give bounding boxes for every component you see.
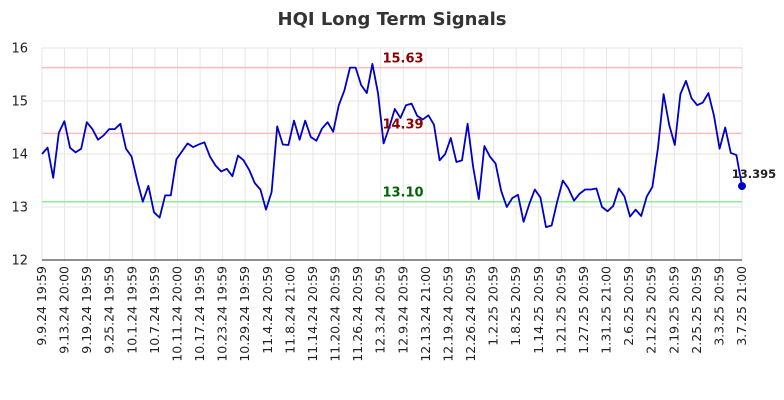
y-tick-label: 13 (11, 201, 28, 216)
x-tick-label: 10.1.24 19:59 (124, 266, 139, 354)
reference-line-label: 13.10 (382, 186, 423, 201)
price-series-line (41, 63, 743, 229)
reference-line-label: 14.39 (382, 117, 423, 132)
reference-line-label: 15.63 (382, 52, 423, 67)
x-tick-label: 11.14.24 20:59 (305, 266, 320, 362)
x-tick-label: 9.13.24 20:00 (57, 266, 72, 354)
x-tick-label: 2.12.25 20:59 (644, 266, 659, 354)
y-tick-label: 16 (11, 42, 28, 57)
x-tick-label: 2.19.25 20:59 (666, 266, 681, 354)
label-layer: 15.63 14.39 13.10 13.395 (382, 52, 776, 201)
x-tick-label: 3.3.25 20:59 (711, 266, 726, 346)
y-tick-label: 14 (11, 148, 28, 163)
x-tick-label: 11.4.24 20:59 (260, 266, 275, 354)
series-layer (41, 63, 746, 229)
x-tick-label: 2.6.25 20:59 (621, 266, 636, 346)
axes: 12 13 14 15 16 9.9.24 19:59 9.13.24 20:00 9.19.… (11, 42, 749, 362)
y-tick-label: 15 (11, 95, 28, 110)
x-tick-label: 1.27.25 20:59 (576, 266, 591, 354)
x-tick-label: 1.31.25 21:00 (599, 266, 614, 354)
chart-title: HQI Long Term Signals (278, 9, 507, 30)
last-point-marker (738, 182, 746, 191)
x-tick-label: 11.26.24 20:59 (350, 266, 365, 362)
x-tick-label: 12.13.24 21:00 (418, 266, 433, 362)
x-tick-label: 12.9.24 20:59 (395, 266, 410, 354)
last-value-label: 13.395 (732, 167, 776, 181)
reference-lines (42, 66, 742, 203)
x-tick-label: 10.23.24 19:59 (215, 266, 230, 362)
x-tick-label: 1.21.25 20:59 (553, 266, 568, 354)
grid-layer (41, 47, 743, 261)
x-tick-label: 3.7.25 21:00 (734, 266, 749, 346)
x-tick-label: 10.17.24 19:59 (192, 266, 207, 362)
x-tick-label: 2.25.25 20:59 (689, 266, 704, 354)
x-tick-label: 1.8.25 20:59 (508, 266, 523, 346)
x-tick-label: 10.11.24 20:00 (169, 266, 184, 362)
x-tick-label: 11.20.24 20:59 (328, 266, 343, 362)
x-tick-label: 12.26.24 20:59 (463, 266, 478, 362)
y-tick-label: 12 (11, 254, 28, 269)
x-tick-label: 12.3.24 20:59 (373, 266, 388, 354)
x-tick-label: 1.2.25 20:59 (486, 266, 501, 346)
x-tick-label: 9.19.24 19:59 (79, 266, 94, 354)
x-tick-label: 9.9.24 19:59 (34, 266, 49, 346)
x-tick-label: 1.14.25 20:59 (531, 266, 546, 354)
x-tick-label: 12.19.24 20:59 (440, 266, 455, 362)
x-tick-label: 10.7.24 19:59 (147, 266, 162, 354)
x-tick-label: 10.29.24 19:59 (237, 266, 252, 362)
x-tick-label: 9.25.24 19:59 (102, 266, 117, 354)
x-tick-label: 11.8.24 21:00 (282, 266, 297, 354)
